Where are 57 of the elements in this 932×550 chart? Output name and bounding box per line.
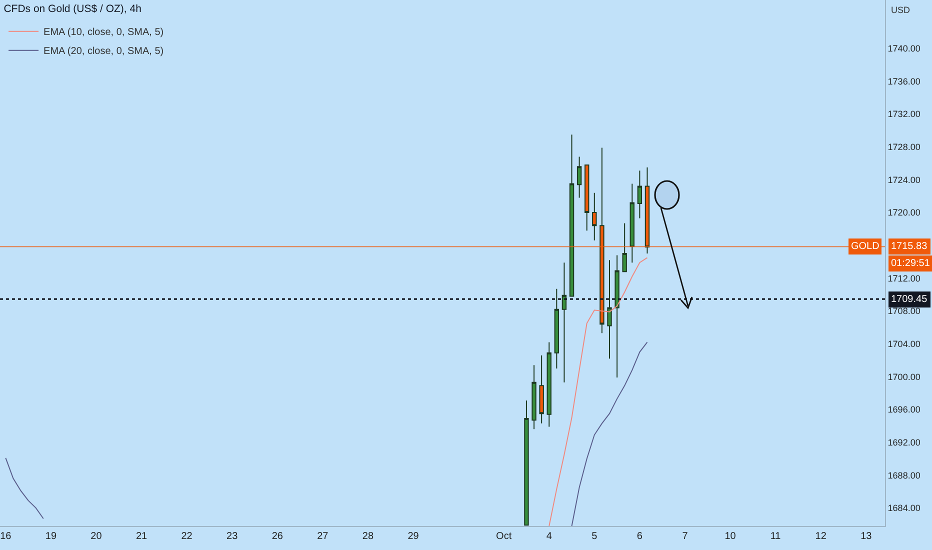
candlestick <box>607 260 612 360</box>
candlestick <box>569 134 574 297</box>
x-tick-label: 5 <box>592 531 598 542</box>
y-tick-label: 1736.00 <box>888 76 920 86</box>
candlestick <box>637 170 642 219</box>
x-tick-label: 6 <box>636 531 643 542</box>
y-tick-label: 1720.00 <box>888 208 920 218</box>
candlestick <box>539 354 544 424</box>
candlestick <box>554 288 560 369</box>
x-tick-label: 20 <box>90 531 102 542</box>
line-series <box>548 257 648 526</box>
annotation: GOLD <box>851 241 880 252</box>
x-tick-label: 10 <box>724 531 736 542</box>
x-tick-label: 13 <box>860 531 872 542</box>
ref-line-label: 1709.45 <box>891 294 928 305</box>
candlestick <box>584 164 590 232</box>
chart-title: CFDs on Gold (US$ / OZ), 4h <box>4 2 142 15</box>
x-tick-label: 16 <box>0 531 12 542</box>
x-tick-label: 23 <box>226 531 238 542</box>
y-tick-label: 1684.00 <box>888 503 920 514</box>
candlestick <box>592 192 597 241</box>
y-tick-label: 1740.00 <box>888 44 920 54</box>
x-tick-label: 4 <box>546 531 552 542</box>
legend-label: EMA (20, close, 0, SMA, 5) <box>44 46 164 58</box>
x-tick-label: 21 <box>136 531 148 542</box>
legend-label: EMA (10, close, 0, SMA, 5) <box>44 27 164 38</box>
y-tick-label: 1688.00 <box>888 470 920 480</box>
x-tick-label: 12 <box>815 531 827 542</box>
candlestick <box>614 254 620 378</box>
y-tick-label: 1696.00 <box>888 404 920 415</box>
x-tick-label: 26 <box>272 531 284 542</box>
y-tick-label: 1708.00 <box>888 306 920 316</box>
ref-line-label: 1715.83 <box>891 241 928 252</box>
x-tick-label: 29 <box>408 531 420 542</box>
x-tick-label: 22 <box>181 531 193 542</box>
y-tick-label: 1728.00 <box>888 142 920 152</box>
x-tick-label: Oct <box>496 531 512 542</box>
y-tick-label: 1724.00 <box>888 174 920 185</box>
x-tick-label: 7 <box>682 531 688 542</box>
candlestick <box>532 364 536 430</box>
x-tick-label: 27 <box>317 531 329 542</box>
candlestick <box>562 262 567 383</box>
y-tick-label: 1712.00 <box>888 273 920 284</box>
x-tick-label: 11 <box>770 531 782 542</box>
x-tick-label: 19 <box>45 531 57 542</box>
y-tick-label: 1692.00 <box>888 437 920 448</box>
text: 01:29:51 <box>891 258 930 269</box>
candlestick <box>546 342 552 428</box>
candlestick <box>630 183 634 264</box>
y-tick-label: 1704.00 <box>888 338 920 349</box>
x-tick-label: 28 <box>362 531 374 542</box>
y-tick-label: 1732.00 <box>888 109 920 120</box>
y-axis-title: USD <box>891 5 910 15</box>
candlestick <box>576 156 582 198</box>
candlestick <box>524 400 529 526</box>
y-tick-label: 1700.00 <box>888 372 920 382</box>
candlestick <box>622 222 627 272</box>
